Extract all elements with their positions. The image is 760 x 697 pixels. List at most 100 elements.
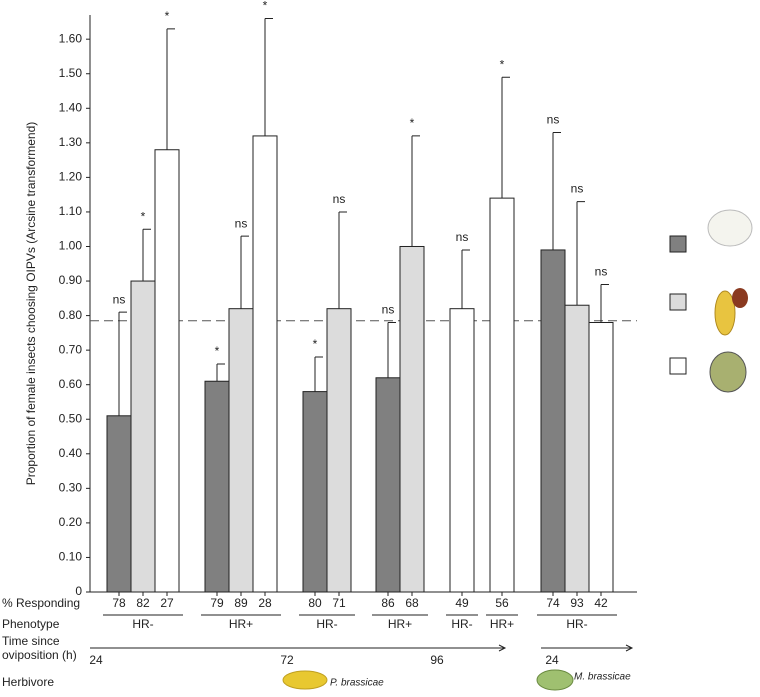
significance-label: ns	[113, 292, 126, 306]
butterfly-icon	[707, 209, 753, 247]
significance-label: *	[165, 9, 170, 23]
significance-label: ns	[547, 113, 560, 127]
y-tick-label: 1.00	[59, 239, 83, 253]
egg-cluster-icon	[536, 669, 574, 691]
phenotype-label: HR-	[566, 617, 587, 631]
significance-label: *	[313, 337, 318, 351]
error-bar	[264, 17, 273, 136]
responding-label: 82	[136, 596, 150, 610]
row-label: Time since	[2, 634, 60, 648]
error-bar	[118, 311, 127, 416]
error-bar	[240, 235, 249, 309]
row-label: oviposition (h)	[2, 648, 77, 662]
responding-label: 86	[381, 596, 395, 610]
y-tick-label: 1.10	[59, 204, 83, 218]
bar	[154, 149, 180, 593]
responding-label: 42	[594, 596, 608, 610]
responding-label: 28	[258, 596, 272, 610]
significance-label: ns	[595, 265, 608, 279]
y-tick-label: 1.40	[59, 100, 83, 114]
parasitoid-icon	[709, 351, 747, 393]
significance-label: ns	[235, 216, 248, 230]
responding-label: 27	[160, 596, 174, 610]
y-tick-label: 1.50	[59, 66, 83, 80]
y-tick-label: 0.10	[59, 550, 83, 564]
phenotype-label: HR+	[490, 617, 514, 631]
phenotype-label: HR+	[388, 617, 412, 631]
error-bar	[166, 28, 175, 150]
phenotype-label: HR-	[451, 617, 472, 631]
error-bar	[600, 283, 609, 323]
wasp-icon	[732, 288, 748, 308]
herbivore-label: M. brassicae	[574, 672, 631, 683]
row-label: % Responding	[2, 596, 80, 610]
row-label: Phenotype	[2, 617, 60, 631]
significance-label: ns	[333, 192, 346, 206]
bar	[106, 415, 132, 593]
responding-label: 78	[112, 596, 126, 610]
y-tick-label: 0.60	[59, 377, 83, 391]
y-axis-label: Proportion of female insects choosing OI…	[24, 122, 38, 486]
egg-icon	[714, 290, 736, 336]
error-bar	[552, 131, 561, 250]
legend-swatch	[669, 293, 687, 311]
y-tick-label: 1.20	[59, 170, 83, 184]
y-tick-label: 0.50	[59, 411, 83, 425]
error-bar	[461, 249, 470, 309]
y-tick-label: 1.30	[59, 135, 83, 149]
error-bar	[314, 356, 323, 392]
time-arrow	[90, 644, 507, 652]
error-bar	[576, 201, 585, 306]
responding-label: 56	[495, 596, 509, 610]
significance-label: *	[410, 116, 415, 130]
significance-label: ns	[571, 182, 584, 196]
responding-label: 89	[234, 596, 248, 610]
time-label: 96	[430, 653, 444, 667]
responding-label: 71	[332, 596, 346, 610]
legend-icons	[282, 209, 753, 691]
row-label: Herbivore	[2, 675, 54, 689]
responding-label: 80	[308, 596, 322, 610]
significance-label: ns	[382, 303, 395, 317]
bar	[326, 308, 352, 593]
egg-cluster-icon	[282, 670, 328, 690]
error-bar	[216, 363, 225, 382]
y-tick-label: 0.40	[59, 446, 83, 460]
y-tick-label: 0.20	[59, 515, 83, 529]
error-bar	[387, 322, 396, 378]
responding-label: 74	[546, 596, 560, 610]
error-bar	[338, 211, 347, 309]
responding-label: 93	[570, 596, 584, 610]
phenotype-label: HR-	[316, 617, 337, 631]
error-bar	[411, 135, 420, 247]
y-tick-label: 0.70	[59, 342, 83, 356]
legend-swatch	[669, 235, 687, 253]
bar	[252, 135, 278, 593]
bar	[302, 391, 328, 593]
y-tick-label: 1.60	[59, 31, 83, 45]
legend-swatch	[669, 357, 687, 375]
phenotype-label: HR+	[229, 617, 253, 631]
responding-label: 68	[405, 596, 419, 610]
y-tick-label: 0.30	[59, 481, 83, 495]
phenotype-label: HR-	[132, 617, 153, 631]
herbivore-label: P. brassicae	[330, 678, 384, 689]
time-label: 72	[280, 653, 294, 667]
time-arrow	[541, 644, 634, 652]
bar	[588, 322, 614, 593]
bar	[130, 280, 156, 593]
bar	[540, 249, 566, 593]
bar	[204, 380, 230, 593]
bar	[449, 308, 475, 593]
bar	[489, 197, 515, 593]
time-label: 24	[545, 653, 559, 667]
bar	[399, 245, 425, 593]
significance-label: ns	[456, 230, 469, 244]
bar	[228, 308, 254, 593]
error-bar	[142, 228, 151, 282]
responding-label: 49	[455, 596, 469, 610]
error-bar	[501, 76, 510, 199]
significance-label: *	[263, 0, 268, 13]
